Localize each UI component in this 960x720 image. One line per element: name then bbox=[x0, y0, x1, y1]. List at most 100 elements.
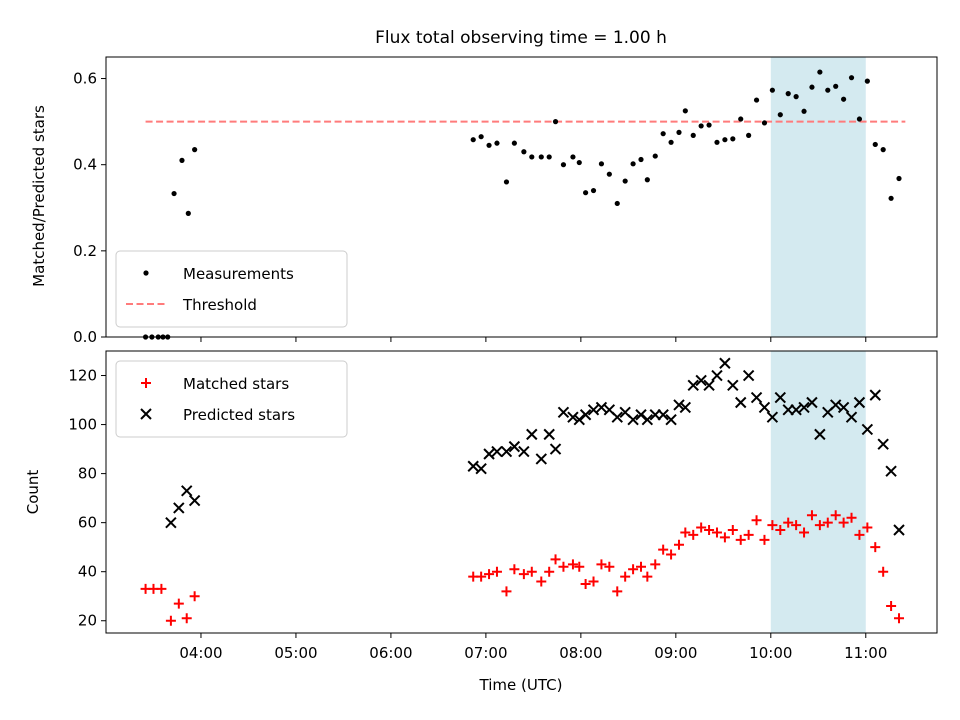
bottom-series-1-point bbox=[483, 448, 495, 460]
top-y-tick-label: 0.6 bbox=[73, 70, 97, 88]
bottom-series-0-point bbox=[596, 559, 607, 570]
bottom-series-1-point bbox=[611, 411, 623, 423]
bottom-series-1-point bbox=[467, 460, 479, 472]
x-tick-label: 09:00 bbox=[654, 644, 697, 662]
top-series-0-point bbox=[576, 159, 582, 166]
bottom-series-0-point bbox=[491, 566, 502, 577]
top-series-0-point bbox=[185, 210, 191, 216]
top-series-0-point bbox=[155, 334, 161, 340]
data-layer bbox=[140, 69, 906, 626]
top-series-0-point bbox=[478, 134, 484, 140]
top-series-0-point bbox=[614, 200, 620, 207]
bottom-series-0-point bbox=[181, 613, 192, 624]
bottom-series-0-point bbox=[189, 591, 200, 602]
top-series-0-point bbox=[676, 129, 682, 135]
bottom-series-0-point bbox=[509, 564, 520, 575]
top-y-tick-label: 0.2 bbox=[73, 242, 97, 260]
x-tick-label: 08:00 bbox=[559, 644, 602, 662]
top-legend-box bbox=[115, 250, 348, 328]
top-series-0-point bbox=[583, 190, 589, 196]
bottom-series-0-point bbox=[727, 525, 738, 536]
top-highlight-band bbox=[770, 57, 866, 337]
bottom-series-1-point bbox=[188, 494, 201, 507]
bottom-series-0-point bbox=[550, 554, 561, 565]
bottom-series-1-point bbox=[806, 396, 818, 409]
top-series-0-point bbox=[192, 147, 198, 153]
bottom-series-0-point bbox=[711, 527, 722, 538]
bottom-series-1-point bbox=[885, 465, 897, 477]
bottom-series-0-point bbox=[588, 576, 599, 587]
top-series-0-point bbox=[777, 112, 783, 118]
bottom-series-0-point bbox=[501, 586, 512, 597]
top-series-0-point bbox=[630, 161, 636, 167]
bottom-series-1-point bbox=[500, 445, 513, 458]
bottom-y-axis-label: Count bbox=[24, 470, 42, 515]
bottom-series-0-point bbox=[719, 532, 730, 543]
bottom-series-1-point bbox=[657, 409, 669, 421]
bottom-series-0-point bbox=[173, 598, 184, 609]
bottom-series-1-point bbox=[549, 443, 562, 455]
bottom-series-1-point bbox=[587, 404, 600, 416]
bottom-y-tick-label: 100 bbox=[68, 416, 97, 434]
bottom-series-0-point bbox=[165, 615, 176, 626]
top-series-0-point bbox=[511, 140, 517, 146]
label-layer: Flux total observing time = 1.00 h Match… bbox=[24, 28, 667, 694]
top-series-0-point bbox=[598, 161, 605, 167]
x-tick-label: 04:00 bbox=[179, 644, 222, 662]
bottom-series-1-point bbox=[579, 409, 592, 421]
bottom-series-0-point bbox=[854, 529, 865, 540]
top-series-0-point bbox=[538, 154, 544, 160]
bottom-series-0-point bbox=[886, 601, 897, 612]
bottom-series-1-point bbox=[491, 445, 503, 458]
bottom-series-0-point bbox=[894, 613, 905, 624]
bottom-series-0-point bbox=[558, 561, 569, 572]
bottom-y-tick-label: 60 bbox=[78, 514, 97, 532]
top-series-0-point bbox=[590, 187, 597, 194]
bottom-series-0-point bbox=[799, 527, 810, 538]
bottom-series-1-point bbox=[766, 411, 779, 423]
bottom-series-0-point bbox=[830, 510, 841, 521]
bottom-series-0-point bbox=[759, 534, 770, 545]
bottom-series-1-point bbox=[665, 413, 677, 426]
bottom-series-0-point bbox=[846, 512, 857, 523]
top-series-0-point bbox=[817, 69, 823, 75]
bottom-series-0-point bbox=[518, 569, 529, 580]
bottom-series-1-point bbox=[893, 524, 905, 536]
top-series-0-point bbox=[470, 137, 476, 143]
top-series-0-point bbox=[660, 131, 666, 137]
bottom-legend-marker bbox=[141, 378, 151, 388]
top-series-0-point bbox=[722, 137, 728, 143]
bottom-y-tick-label: 20 bbox=[78, 612, 97, 630]
bottom-series-1-point bbox=[735, 396, 747, 409]
top-series-0-point bbox=[622, 178, 628, 184]
bottom-series-1-point bbox=[877, 438, 889, 450]
bottom-series-1-point bbox=[727, 379, 739, 392]
bottom-series-1-point bbox=[829, 399, 842, 411]
top-y-axis-label: Matched/Predicted stars bbox=[30, 105, 48, 287]
bottom-legend-label: Matched stars bbox=[183, 375, 289, 393]
bottom-series-1-point bbox=[719, 357, 731, 369]
bottom-series-0-point bbox=[680, 527, 691, 538]
top-series-0-point bbox=[570, 154, 576, 160]
top-series-0-point bbox=[746, 132, 752, 138]
top-series-0-point bbox=[833, 83, 839, 89]
bottom-series-0-point bbox=[743, 529, 754, 540]
x-tick-label: 05:00 bbox=[274, 644, 317, 662]
top-series-0-point bbox=[848, 75, 855, 81]
top-series-0-point bbox=[801, 108, 807, 114]
top-series-0-point bbox=[738, 116, 744, 122]
bottom-series-1-point bbox=[774, 391, 787, 404]
legend-layer: Measurements Threshold Matched stars Predic… bbox=[115, 250, 348, 438]
bottom-series-0-point bbox=[636, 561, 647, 572]
bottom-series-1-point bbox=[695, 374, 707, 387]
bottom-series-0-point bbox=[526, 566, 537, 577]
top-series-0-point bbox=[888, 195, 894, 201]
x-tick-label: 07:00 bbox=[464, 644, 507, 662]
bottom-series-1-point bbox=[165, 516, 177, 529]
bottom-series-1-point bbox=[679, 401, 692, 414]
bottom-series-1-point bbox=[750, 391, 763, 404]
top-series-0-point bbox=[546, 154, 552, 160]
top-series-0-point bbox=[486, 142, 492, 148]
bottom-series-1-point bbox=[703, 379, 715, 392]
bottom-series-0-point bbox=[783, 517, 794, 528]
